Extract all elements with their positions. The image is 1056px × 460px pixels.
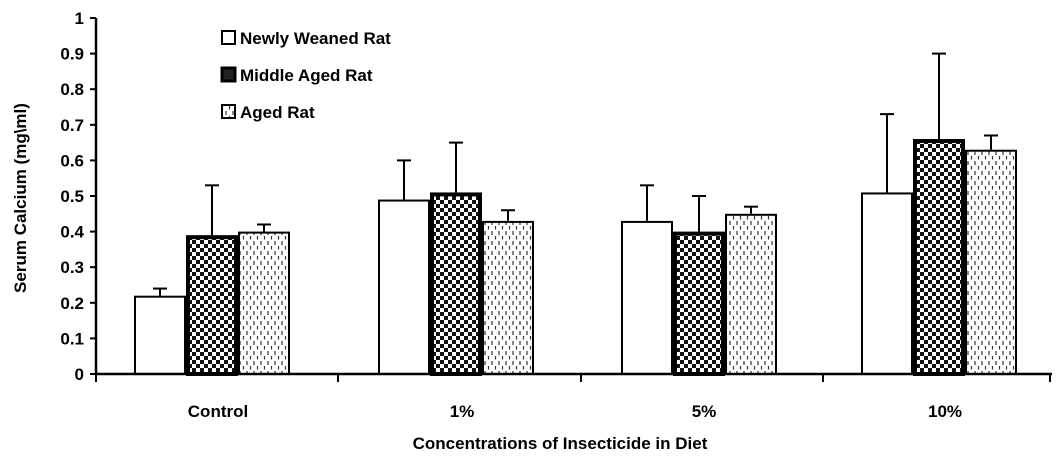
legend-swatch <box>220 66 237 83</box>
y-tick-label: 0.1 <box>60 329 84 348</box>
y-tick-label: 0.3 <box>60 258 84 277</box>
y-tick-label: 0.6 <box>60 151 84 170</box>
x-axis-title: Concentrations of Insecticide in Diet <box>413 434 708 453</box>
bar <box>621 220 673 375</box>
y-tick-label: 0.2 <box>60 294 84 313</box>
y-axis-title: Serum Calcium (mg\ml) <box>11 103 30 293</box>
bars-layer <box>134 139 1017 376</box>
y-tick-label: 0.4 <box>60 223 84 242</box>
legend-label: Middle Aged Rat <box>240 66 373 85</box>
legend-label: Aged Rat <box>240 103 315 122</box>
bar <box>913 139 965 376</box>
bar <box>861 192 913 375</box>
axes-layer: 0 0.1 0.2 0.3 0.4 0.5 0.6 0.7 0.8 0.9 1 Control 1% 5%… <box>60 9 1052 421</box>
legend-swatch <box>221 30 236 45</box>
bar <box>673 231 725 376</box>
x-category-label: 1% <box>450 402 475 421</box>
y-tick-label: 0.8 <box>60 80 84 99</box>
y-tick-label: 0 <box>75 365 84 384</box>
bar <box>186 235 238 376</box>
legend: Newly Weaned Rat Middle Aged Rat Aged Rat <box>220 29 391 122</box>
bar <box>238 231 290 375</box>
y-tick-label: 0.7 <box>60 116 84 135</box>
bar <box>482 220 534 375</box>
y-tick-label: 0.9 <box>60 45 84 64</box>
bar <box>134 295 186 375</box>
bar <box>965 149 1017 375</box>
x-category-label: 5% <box>692 402 717 421</box>
y-tick-label: 0.5 <box>60 187 84 206</box>
bar <box>725 213 777 375</box>
x-category-label: 10% <box>928 402 962 421</box>
x-category-label: Control <box>188 402 248 421</box>
bar <box>430 192 482 376</box>
bar <box>378 199 430 375</box>
y-tick-label: 1 <box>75 9 84 28</box>
legend-swatch <box>221 104 236 119</box>
legend-label: Newly Weaned Rat <box>240 29 391 48</box>
